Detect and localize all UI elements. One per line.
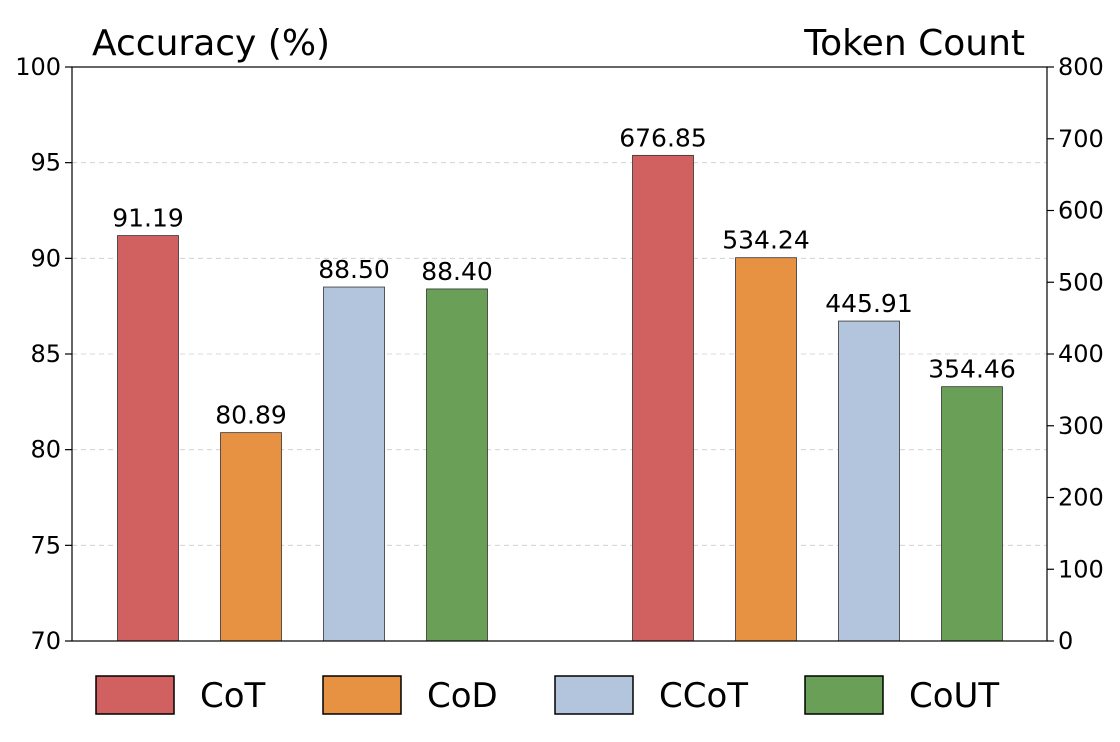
accuracy-bar-cod: [220, 432, 282, 642]
right-tick-label: 500: [1058, 268, 1104, 296]
token-label-ccot: 445.91: [825, 289, 912, 318]
token-bar-cout: [941, 386, 1003, 642]
right-axis: 0 100 200 300 400 500 600 700 800: [1047, 53, 1104, 655]
right-tick-label: 300: [1058, 412, 1104, 440]
right-tick-label: 0: [1058, 627, 1073, 655]
right-tick-label: 700: [1058, 125, 1104, 153]
right-tick-label: 600: [1058, 197, 1104, 225]
accuracy-label-cot: 91.19: [112, 204, 184, 233]
value-labels: 91.19 676.85 80.89 534.24 88.50 445.91 88.40 35…: [112, 123, 1016, 429]
right-tick-label: 100: [1058, 555, 1104, 583]
accuracy-label-cout: 88.40: [421, 257, 493, 286]
token-bar-cot: [632, 154, 694, 642]
left-tick-label: 70: [30, 627, 61, 655]
legend-label-ccot: CCoT: [659, 676, 748, 716]
legend-label-cot: CoT: [200, 676, 266, 716]
token-label-cot: 676.85: [619, 123, 706, 152]
token-bar-ccot: [838, 320, 900, 642]
accuracy-bar-cout: [426, 288, 488, 642]
accuracy-label-ccot: 88.50: [318, 255, 390, 284]
legend-label-cod: CoD: [427, 676, 498, 716]
legend-swatch-cod: [322, 675, 402, 715]
left-axis: 70 75 80 85 90 95 100: [15, 53, 72, 655]
token-label-cod: 534.24: [722, 226, 809, 255]
accuracy-bar-cot: [117, 235, 179, 642]
left-tick-label: 80: [30, 436, 61, 464]
token-bar-cod: [735, 257, 797, 642]
left-tick-label: 75: [30, 531, 61, 559]
accuracy-label-cod: 80.89: [215, 401, 287, 430]
right-tick-label: 400: [1058, 340, 1104, 368]
left-tick-label: 95: [30, 149, 61, 177]
bars: [117, 154, 1003, 642]
accuracy-bar-ccot: [323, 286, 385, 642]
left-tick-label: 90: [30, 244, 61, 272]
legend-swatch-ccot: [554, 675, 634, 715]
legend-label-cout: CoUT: [909, 676, 999, 716]
legend-swatch-cout: [804, 675, 884, 715]
left-tick-label: 100: [15, 53, 61, 81]
token-label-cout: 354.46: [928, 355, 1015, 384]
left-tick-label: 85: [30, 340, 61, 368]
legend: CoT CoD CCoT CoUT: [95, 675, 999, 716]
grid-lines: [72, 162, 1047, 546]
right-tick-label: 200: [1058, 484, 1104, 512]
left-axis-title: Accuracy (%): [92, 23, 330, 64]
right-tick-label: 800: [1058, 53, 1104, 81]
right-axis-title: Token Count: [803, 23, 1025, 64]
legend-swatch-cot: [95, 675, 175, 715]
